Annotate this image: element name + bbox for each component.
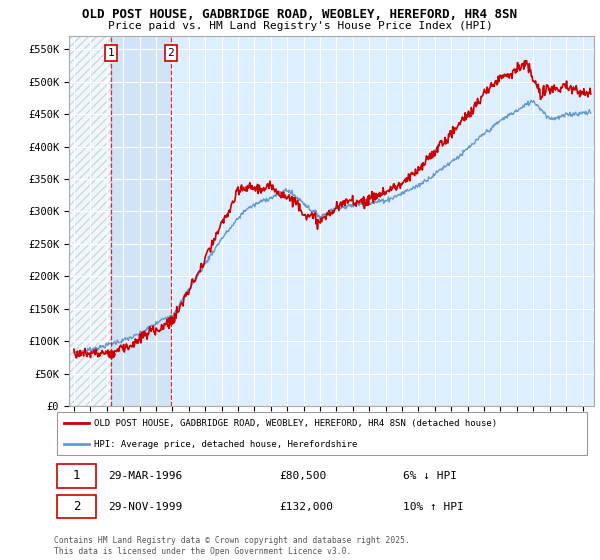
FancyBboxPatch shape <box>56 464 96 488</box>
Text: Price paid vs. HM Land Registry's House Price Index (HPI): Price paid vs. HM Land Registry's House … <box>107 21 493 31</box>
Text: 29-NOV-1999: 29-NOV-1999 <box>108 502 182 512</box>
Text: HPI: Average price, detached house, Herefordshire: HPI: Average price, detached house, Here… <box>94 440 358 449</box>
FancyBboxPatch shape <box>56 495 96 519</box>
Text: OLD POST HOUSE, GADBRIDGE ROAD, WEOBLEY, HEREFORD, HR4 8SN (detached house): OLD POST HOUSE, GADBRIDGE ROAD, WEOBLEY,… <box>94 419 497 428</box>
Text: 29-MAR-1996: 29-MAR-1996 <box>108 471 182 481</box>
FancyBboxPatch shape <box>56 412 587 455</box>
Text: OLD POST HOUSE, GADBRIDGE ROAD, WEOBLEY, HEREFORD, HR4 8SN: OLD POST HOUSE, GADBRIDGE ROAD, WEOBLEY,… <box>83 8 517 21</box>
Text: 2: 2 <box>167 48 174 58</box>
Text: 2: 2 <box>73 500 80 514</box>
Text: £132,000: £132,000 <box>280 502 334 512</box>
Text: 10% ↑ HPI: 10% ↑ HPI <box>403 502 464 512</box>
Text: 1: 1 <box>73 469 80 483</box>
Text: £80,500: £80,500 <box>280 471 327 481</box>
Text: 1: 1 <box>107 48 114 58</box>
Text: 6% ↓ HPI: 6% ↓ HPI <box>403 471 457 481</box>
Bar <box>110 36 171 406</box>
Bar <box>69 36 110 406</box>
Text: Contains HM Land Registry data © Crown copyright and database right 2025.
This d: Contains HM Land Registry data © Crown c… <box>54 536 410 556</box>
